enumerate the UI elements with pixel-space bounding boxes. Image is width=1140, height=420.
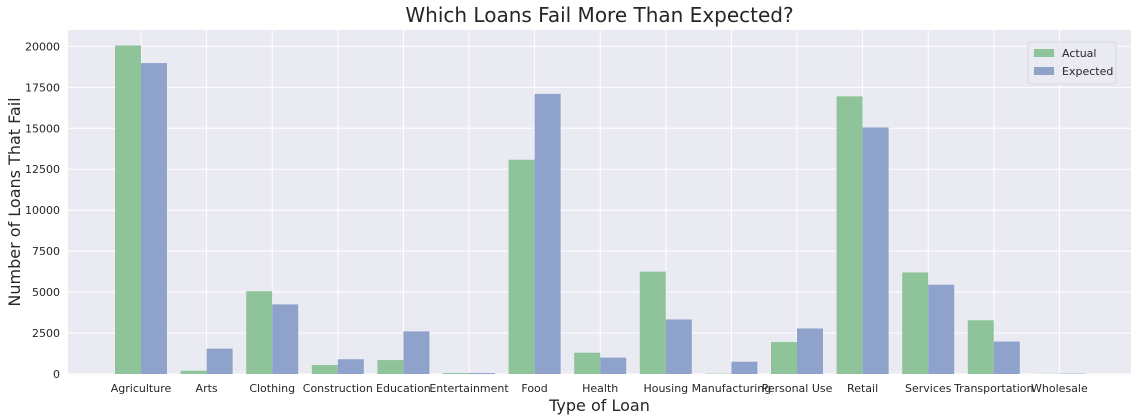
bar-actual-entertainment bbox=[443, 373, 469, 374]
x-tick-label: Arts bbox=[196, 382, 218, 395]
bar-expected-clothing bbox=[272, 304, 299, 374]
y-tick-label: 5000 bbox=[32, 286, 60, 299]
bar-expected-entertainment bbox=[469, 373, 495, 374]
x-tick-label: Manufacturing bbox=[692, 382, 772, 395]
bar-actual-housing bbox=[639, 271, 666, 374]
bar-expected-housing bbox=[665, 319, 692, 374]
bar-expected-education bbox=[403, 331, 430, 374]
x-tick-label: Agriculture bbox=[111, 382, 172, 395]
x-tick-label: Construction bbox=[303, 382, 373, 395]
legend-swatch-expected bbox=[1034, 67, 1054, 75]
bar-actual-personal-use bbox=[771, 342, 797, 374]
x-tick-label: Retail bbox=[847, 382, 878, 395]
x-tick-label: Entertainment bbox=[429, 382, 509, 395]
bar-expected-manufacturing bbox=[731, 361, 758, 374]
y-tick-label: 15000 bbox=[25, 122, 60, 135]
x-tick-label: Personal Use bbox=[762, 382, 833, 395]
bar-actual-clothing bbox=[246, 291, 273, 374]
y-tick-label: 7500 bbox=[32, 245, 60, 258]
bar-actual-education bbox=[377, 360, 404, 374]
bar-actual-health bbox=[574, 352, 601, 374]
legend-label-actual: Actual bbox=[1062, 47, 1096, 60]
bar-actual-food bbox=[508, 159, 535, 374]
x-axis-label: Type of Loan bbox=[548, 396, 650, 415]
x-tick-label: Wholesale bbox=[1031, 382, 1088, 395]
bar-actual-construction bbox=[311, 364, 338, 374]
bar-expected-health bbox=[600, 357, 627, 374]
bars bbox=[115, 45, 1086, 375]
bar-actual-agriculture bbox=[115, 45, 141, 375]
bar-expected-food bbox=[534, 93, 561, 374]
bar-expected-services bbox=[928, 284, 955, 374]
y-axis-label: Number of Loans That Fail bbox=[5, 97, 24, 306]
legend-label-expected: Expected bbox=[1062, 65, 1113, 78]
x-tick-label: Education bbox=[376, 382, 431, 395]
bar-actual-transportation bbox=[967, 320, 994, 374]
y-tick-label: 20000 bbox=[25, 40, 60, 53]
bar-actual-services bbox=[902, 272, 929, 374]
bar-expected-agriculture bbox=[141, 63, 167, 374]
x-tick-label: Services bbox=[905, 382, 952, 395]
y-tick-label: 17500 bbox=[25, 81, 60, 94]
y-tick-label: 0 bbox=[53, 368, 60, 381]
y-tick-label: 2500 bbox=[32, 327, 60, 340]
bar-expected-construction bbox=[337, 359, 364, 374]
bar-actual-retail bbox=[836, 96, 863, 374]
legend-swatch-actual bbox=[1034, 49, 1054, 57]
bar-expected-transportation bbox=[993, 341, 1020, 374]
bar-expected-personal-use bbox=[797, 328, 823, 374]
chart-title: Which Loans Fail More Than Expected? bbox=[405, 3, 793, 27]
bar-expected-retail bbox=[862, 127, 889, 374]
bar-expected-arts bbox=[206, 348, 233, 374]
y-tick-label: 10000 bbox=[25, 204, 60, 217]
x-tick-label: Transportation bbox=[953, 382, 1033, 395]
y-axis-ticks: 0 2500 5000 7500 10000 12500 15000 17500 20000 bbox=[25, 40, 60, 381]
x-tick-label: Clothing bbox=[249, 382, 295, 395]
y-tick-label: 12500 bbox=[25, 163, 60, 176]
x-tick-label: Food bbox=[521, 382, 547, 395]
legend: Actual Expected bbox=[1027, 41, 1117, 85]
bar-actual-arts bbox=[180, 370, 207, 374]
x-tick-label: Health bbox=[582, 382, 618, 395]
x-tick-label: Housing bbox=[643, 382, 688, 395]
x-axis-ticks: Agriculture Arts Clothing Construction Educa… bbox=[111, 382, 1088, 395]
